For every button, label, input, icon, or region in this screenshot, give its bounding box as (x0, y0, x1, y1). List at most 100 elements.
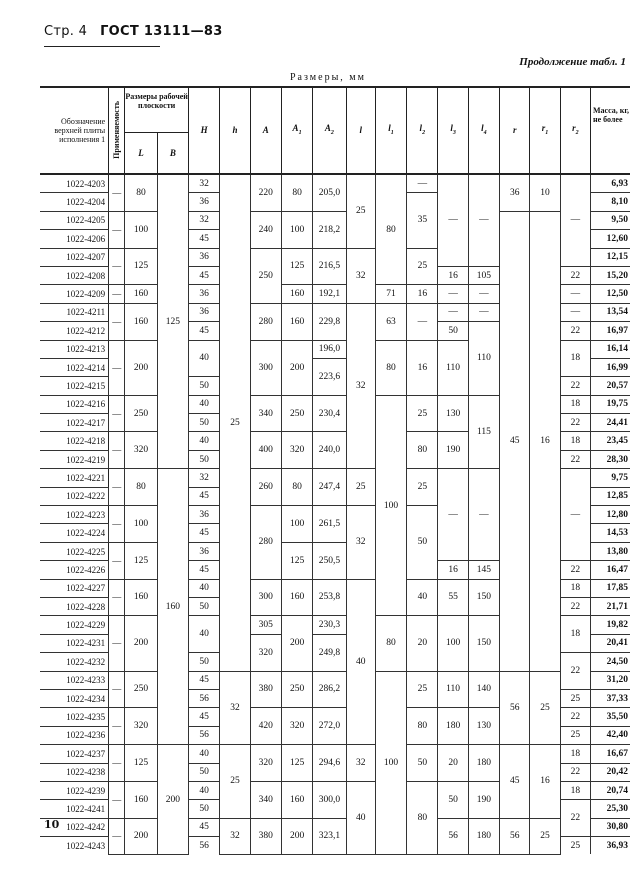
designation-cell: 1022-4225 (40, 541, 110, 562)
table-row: 1022-4217 50 22 24,41 (40, 413, 630, 433)
table-continuation-label: Продолжение табл. 1 (519, 56, 626, 68)
cell-l2: 80 (406, 780, 439, 855)
cell-a2: 250,5 (312, 541, 347, 580)
cell-l: 250 (124, 670, 158, 709)
table-row: 1022-4216—250 40 340 250 230,4 100 25 130 115 18 1… (40, 394, 630, 617)
header-subscript: 1 (545, 129, 549, 136)
mass-cell: 16,67 (589, 744, 630, 764)
cell-a: 280 (249, 302, 282, 341)
cell-l: 40 (345, 780, 376, 855)
cell-l: 160 (124, 302, 158, 341)
cell-r2: 18 (559, 744, 591, 764)
cell-l3: 55 (437, 578, 469, 617)
cell-l: 125 (124, 541, 158, 580)
header-mass: Масса, кг, не более (589, 86, 630, 175)
cell-l3: 16 (437, 560, 469, 580)
cell-a1: 160 (280, 284, 314, 304)
cell-r2: 18 (559, 394, 591, 415)
cell-h: 56 (187, 836, 221, 855)
cell-a1: 320 (280, 431, 314, 470)
cell-h: 50 (187, 799, 221, 819)
cell-l: 125 (124, 744, 158, 782)
cell-a: 340 (249, 780, 282, 819)
cell-l1: 100 (374, 670, 408, 855)
cell-a: 305 (249, 615, 282, 635)
table-row: 1022-4241 50 22 25,30 (40, 799, 630, 838)
running-head: Стр. 4 ГОСТ 13111—83 (44, 24, 223, 39)
cell-l2: — (406, 302, 439, 341)
cell-r2: 25 (559, 688, 591, 709)
cell-h: 40 (187, 394, 221, 415)
cell-r2: 25 (559, 836, 591, 855)
cell-l1: 80 (374, 615, 408, 672)
header-l2: l2 (406, 86, 439, 175)
cell-a: 280 (249, 505, 282, 580)
header-symbol: l (481, 122, 484, 133)
header-applicability: Применяемость (108, 86, 126, 175)
header-applicability-label: Применяемость (112, 100, 122, 159)
table-row: 1022-4227—160 40 300 160 253,8 40 40 55 150 18 17,… (40, 578, 630, 746)
units-caption: Размеры, мм (290, 72, 366, 83)
cell-l2: 50 (406, 505, 439, 580)
cell-l1: 80 (374, 173, 408, 286)
table-header: Обозначение верхней плиты исполнения 1 П… (40, 86, 630, 175)
cell-a1: 320 (280, 707, 314, 746)
table-row: 1022-4232 50 22 24,50 (40, 652, 630, 690)
cell-a: 220 (249, 173, 282, 212)
cell-h: 45 (187, 265, 221, 286)
mass-cell: 23,45 (589, 431, 630, 451)
header-A2: A2 (312, 86, 347, 175)
cell-applicability: — (108, 468, 126, 507)
cell-l3: — (437, 173, 469, 267)
cell-l: 200 (124, 339, 158, 396)
cell-l3: 56 (437, 817, 469, 855)
header-subscript: 2 (330, 129, 334, 136)
cell-l2: 16 (406, 339, 439, 396)
cell-l3: 50 (437, 321, 469, 341)
cell-a1: 200 (280, 339, 314, 396)
cell-a2: 205,0 (312, 173, 347, 212)
cell-h: 50 (187, 449, 221, 470)
mass-cell: 31,20 (589, 670, 630, 690)
cell-l2: 25 (406, 394, 439, 433)
cell-a: 300 (249, 339, 282, 396)
cell-applicability: — (108, 210, 126, 249)
designation-cell: 1022-4226 (40, 560, 110, 580)
table-row: 1022-4239—160 40 340 160 300,0 40 80 50 190 18 20,… (40, 780, 630, 855)
designation-cell: 1022-4216 (40, 394, 110, 415)
cell-r: 56 (499, 670, 531, 746)
cell-applicability: — (108, 707, 126, 746)
cell-l: 160 (124, 780, 158, 819)
mass-cell: 25,30 (589, 799, 630, 819)
cell-r2: — (559, 302, 591, 323)
designation-cell: 1022-4223 (40, 505, 110, 525)
cell-a2: 261,5 (312, 505, 347, 543)
header-symbol: r (541, 122, 546, 133)
header-symbol: H (200, 125, 208, 135)
header-symbol: l (419, 122, 423, 133)
cell-a1: 250 (280, 670, 314, 709)
cell-l4: 105 (467, 265, 501, 286)
mass-cell: 20,57 (589, 376, 630, 396)
cell-l3: 16 (437, 265, 469, 286)
cell-h: 36 (187, 247, 221, 267)
cell-l2: 25 (406, 670, 439, 709)
cell-applicability: — (108, 670, 126, 709)
cell-l: 125 (124, 247, 158, 286)
cell-l: 160 (124, 578, 158, 617)
cell-a2: 218,2 (312, 210, 347, 249)
cell-l2: 80 (406, 707, 439, 746)
cell-applicability: — (108, 394, 126, 433)
cell-a2: 272,0 (312, 707, 347, 746)
cell-r2: 22 (559, 265, 591, 286)
cell-a2: 294,6 (312, 744, 347, 782)
cell-l3: 110 (437, 339, 469, 396)
table-row: 1022-4211—160 36 280 160 229,8 32 63— — — —13,54 (40, 302, 630, 470)
header-B: B (156, 132, 189, 175)
cell-l: 32 (345, 744, 376, 782)
cell-a: 400 (249, 431, 282, 470)
cell-r2: 18 (559, 780, 591, 801)
cell-h: 45 (187, 670, 221, 690)
table-row: 1022-4237—125 200 40 25 320 125 294,6 32 50 20 180… (40, 744, 630, 855)
designation-cell: 1022-4231 (40, 633, 110, 654)
